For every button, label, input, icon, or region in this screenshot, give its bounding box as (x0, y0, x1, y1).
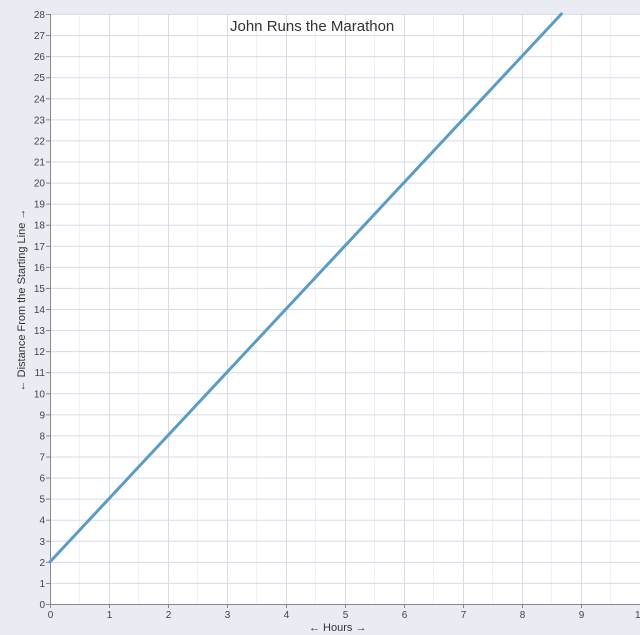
y-tick-label: 8 (39, 431, 45, 442)
x-tick-label: 10 (635, 610, 640, 621)
y-tick-label: 28 (34, 10, 46, 21)
y-tick-label: 22 (34, 136, 46, 147)
x-tick-label: 4 (284, 610, 290, 621)
y-tick-label: 9 (39, 410, 45, 421)
chart-title: John Runs the Marathon (230, 18, 395, 35)
y-tick-label: 17 (34, 242, 46, 253)
y-tick-label: 26 (34, 52, 46, 63)
y-tick-label: 5 (39, 495, 45, 506)
y-tick-label: 13 (34, 326, 46, 337)
x-tick-label: 5 (343, 610, 349, 621)
y-tick-label: 10 (34, 389, 46, 400)
x-tick-label: 8 (520, 610, 526, 621)
y-tick-label: 2 (39, 558, 45, 569)
x-tick-label: 2 (166, 610, 172, 621)
y-tick-label: 0 (39, 600, 45, 611)
y-tick-label: 6 (39, 474, 45, 485)
tick-labels: 0123456789101112131415161718192021222324… (34, 10, 640, 621)
y-tick-label: 7 (39, 453, 45, 464)
y-tick-label: 15 (34, 284, 46, 295)
y-tick-label: 18 (34, 221, 46, 232)
x-tick-label: 1 (107, 610, 113, 621)
y-tick-label: 12 (34, 347, 46, 358)
y-tick-label: 24 (34, 94, 46, 105)
axes (46, 14, 640, 608)
series-line (48, 12, 563, 564)
y-tick-label: 20 (34, 179, 46, 190)
x-tick-label: 7 (461, 610, 467, 621)
y-tick-label: 3 (39, 537, 45, 548)
y-tick-label: 11 (35, 368, 46, 379)
y-tick-label: 23 (34, 115, 46, 126)
x-tick-label: 0 (48, 610, 54, 621)
x-tick-label: 6 (402, 610, 408, 621)
y-tick-label: 19 (34, 200, 46, 211)
x-tick-label: 9 (579, 610, 585, 621)
x-tick-label: 3 (225, 610, 231, 621)
y-axis-label: ← Distance From the Starting Line → (16, 208, 28, 392)
y-tick-label: 1 (39, 579, 45, 590)
y-tick-label: 4 (39, 516, 45, 527)
y-tick-label: 14 (34, 305, 46, 316)
x-axis-label: ← Hours → (309, 622, 367, 634)
y-tick-label: 27 (34, 31, 46, 42)
y-tick-label: 25 (34, 73, 46, 84)
y-tick-label: 16 (34, 263, 46, 274)
y-tick-label: 21 (34, 158, 46, 169)
series-group (48, 12, 563, 564)
